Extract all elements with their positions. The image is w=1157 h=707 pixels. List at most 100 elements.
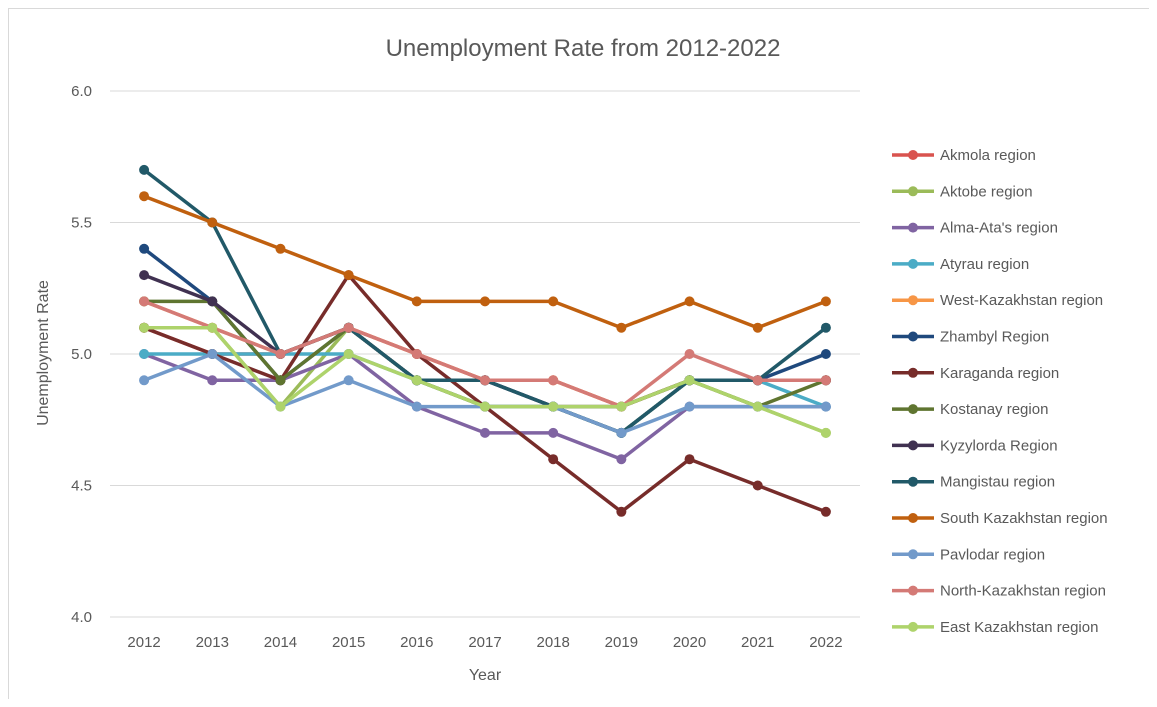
x-tick-label: 2016 [400,634,433,651]
legend-label: Aktobe region [940,183,1033,200]
data-point [411,401,422,412]
x-tick-label: 2022 [809,634,842,651]
data-point [139,296,150,307]
legend-swatch-marker [908,331,918,342]
data-point [820,506,831,517]
data-point [752,322,763,333]
data-point [411,349,422,359]
legend-item: Atyrau region [892,256,1029,273]
legend-item: South Kazakhstan region [892,510,1108,527]
y-tick-label: 4.5 [71,478,92,495]
legend-label: Akmola region [940,147,1036,164]
series-10 [139,191,831,333]
data-point [207,296,218,307]
data-point [139,349,150,359]
data-point [139,164,150,175]
data-point [820,296,831,307]
data-point [684,454,695,465]
data-point [548,427,559,438]
data-point [139,270,150,281]
data-point [752,480,763,491]
x-tick-label: 2012 [127,634,160,651]
legend-swatch-marker [908,186,918,197]
legend-swatch-marker [908,440,918,451]
legend-label: North-Kazakhstan region [940,583,1106,600]
y-tick-label: 4.0 [71,609,92,626]
y-axis-ticks: 4.0 4.5 5.0 5.5 6.0 [71,83,92,626]
x-tick-label: 2014 [264,634,297,651]
legend-swatch-marker [908,585,918,596]
data-point [684,375,695,386]
data-point [684,296,695,307]
legend-swatch-marker [908,222,918,233]
data-point [752,375,763,386]
legend: Akmola region Aktobe region Alma-Ata's reg… [892,147,1108,636]
x-tick-label: 2018 [536,634,569,651]
legend-item: Alma-Ata's region [892,220,1058,237]
data-point [139,243,150,254]
data-point [275,401,286,412]
legend-item: Karaganda region [892,365,1059,382]
legend-item: East Kazakhstan region [892,619,1098,636]
legend-label: Mangistau region [940,474,1055,491]
legend-item: Kyzylorda Region [892,437,1058,454]
gridlines [110,90,860,618]
data-point [820,375,831,386]
legend-swatch-marker [908,621,918,632]
data-point [207,349,218,359]
data-point [616,322,627,333]
x-tick-label: 2015 [332,634,365,651]
legend-label: East Kazakhstan region [940,619,1098,636]
data-point [480,401,490,412]
legend-swatch-marker [908,367,918,378]
x-axis-ticks: 2012 2013 2014 2015 2016 2017 2018 2019 2020 2021… [127,634,842,651]
legend-label: Zhambyl Region [940,329,1049,346]
data-point [207,322,218,333]
y-axis-title: Unemployment Rate [35,280,52,426]
data-point [820,322,831,333]
legend-swatch-marker [908,476,918,487]
legend-label: South Kazakhstan region [940,510,1108,527]
legend-item: North-Kazakhstan region [892,583,1106,600]
y-tick-label: 5.5 [71,215,92,232]
data-point [275,375,286,386]
x-tick-label: 2020 [673,634,706,651]
legend-swatch-marker [908,404,918,415]
data-point [548,454,559,465]
y-tick-label: 5.0 [71,346,92,363]
legend-swatch-marker [908,295,918,306]
data-point [548,296,559,307]
data-point [480,375,490,386]
data-point [820,427,831,438]
legend-label: Karaganda region [940,365,1059,382]
series-lines [139,164,831,517]
data-point [343,375,354,386]
legend-label: West-Kazakhstan region [940,292,1103,309]
series-line [143,194,827,330]
data-point [616,506,627,517]
legend-item: Zhambyl Region [892,329,1049,346]
data-point [820,401,831,412]
legend-label: Kostanay region [940,401,1048,418]
series-13 [139,322,831,438]
data-point [616,454,627,465]
data-point [752,401,763,412]
data-point [548,375,559,386]
x-tick-label: 2013 [196,634,229,651]
x-tick-label: 2017 [468,634,501,651]
x-axis-title: Year [469,667,502,684]
y-tick-label: 6.0 [71,83,92,100]
legend-item: Aktobe region [892,183,1033,200]
data-point [411,296,422,307]
x-tick-label: 2019 [605,634,638,651]
data-point [343,322,354,333]
data-point [207,217,218,228]
legend-item: Mangistau region [892,474,1055,491]
data-point [207,375,218,386]
data-point [275,243,286,254]
data-point [411,375,422,386]
legend-label: Alma-Ata's region [940,220,1058,237]
legend-item: West-Kazakhstan region [892,292,1103,309]
data-point [480,296,490,307]
